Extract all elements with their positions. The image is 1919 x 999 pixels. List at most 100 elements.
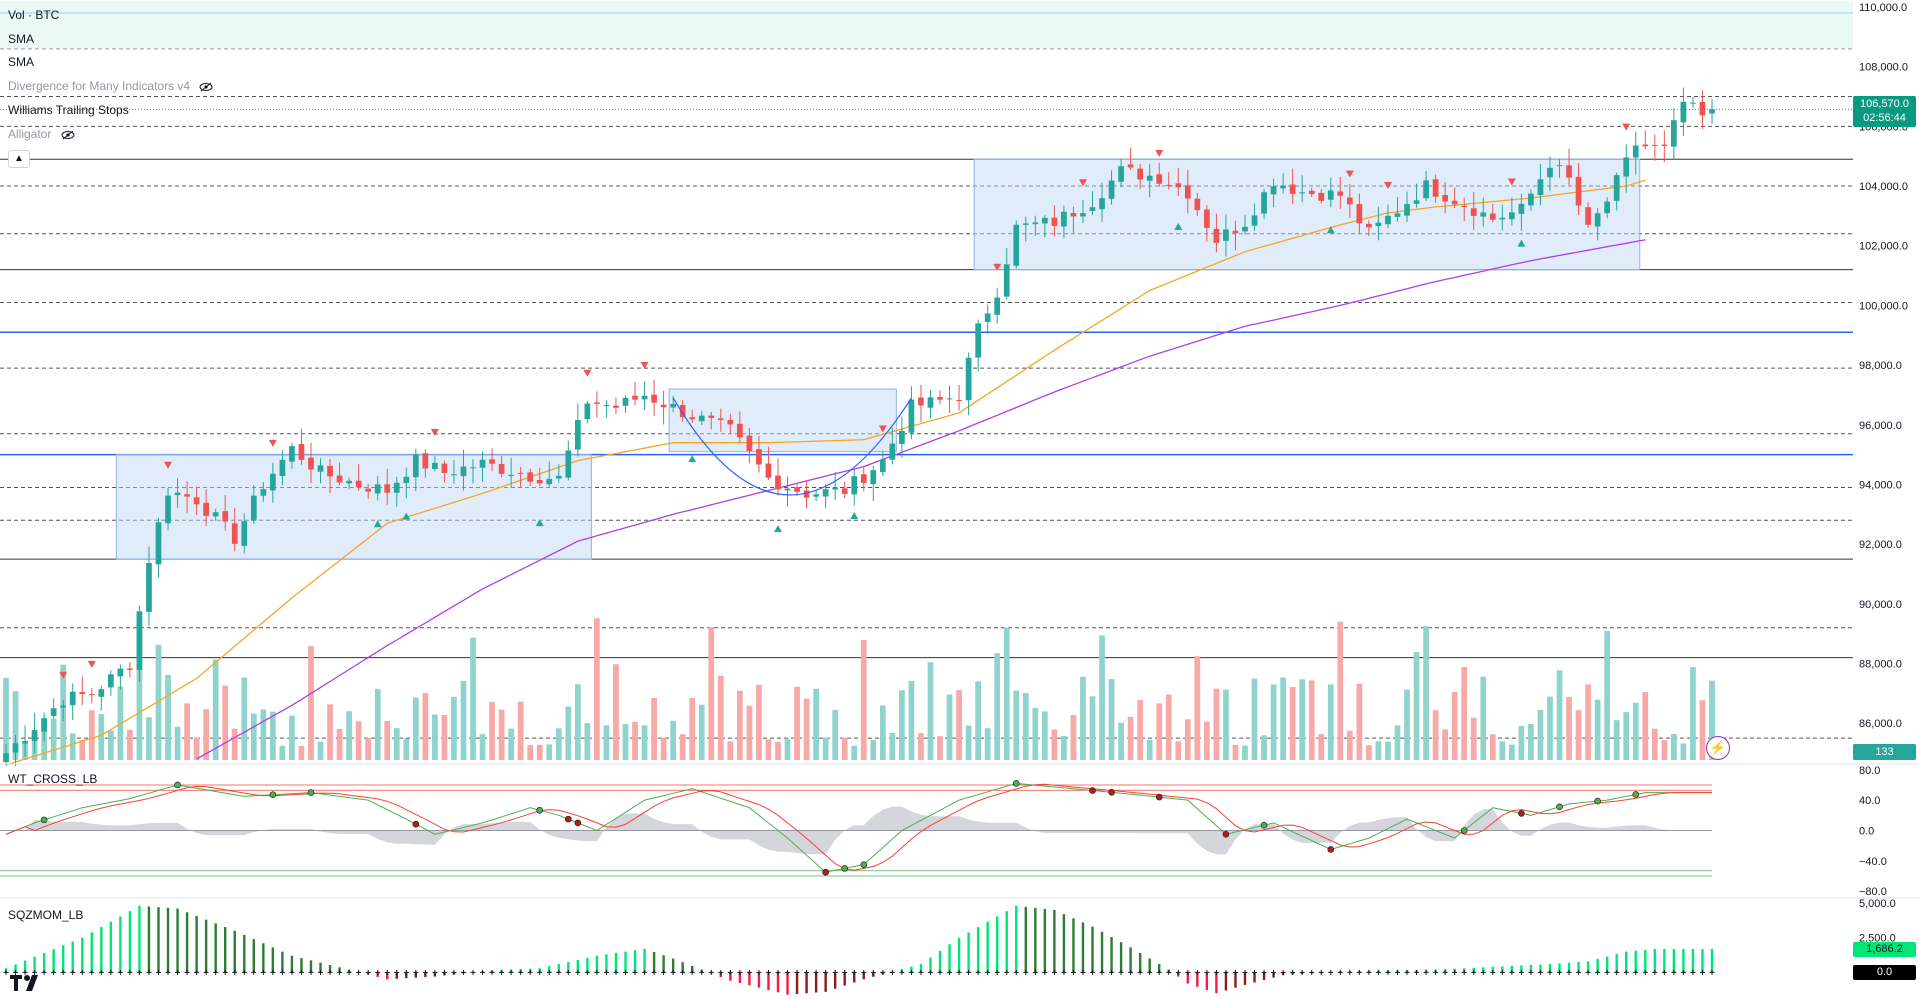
- candle-body: [1327, 190, 1334, 200]
- lightning-icon[interactable]: ⚡: [1706, 736, 1730, 760]
- candle-body: [3, 753, 9, 763]
- volume-bar: [260, 709, 267, 760]
- volume-bar: [1556, 670, 1563, 760]
- sqz-bar: [995, 916, 999, 973]
- candle-body: [1204, 209, 1210, 228]
- candle-body: [12, 743, 19, 753]
- sqz-bar: [1148, 958, 1151, 973]
- wt-cross-dot: [1222, 830, 1230, 838]
- candle-body: [289, 446, 295, 462]
- candle-body: [451, 474, 457, 476]
- volume-bar: [546, 744, 553, 760]
- volume-bar: [717, 675, 724, 760]
- wt-axis-bg: [1853, 766, 1919, 895]
- sqz-bar: [633, 950, 637, 973]
- volume-bar: [203, 709, 210, 760]
- candle-body: [1413, 200, 1420, 204]
- sell-marker: [993, 263, 1002, 271]
- candle-body: [879, 459, 886, 473]
- candle-body: [1423, 180, 1429, 199]
- sqz-bar: [290, 955, 294, 973]
- candle-body: [489, 459, 495, 464]
- candle-body: [1642, 144, 1649, 147]
- volume-bar: [69, 733, 76, 760]
- volume-bar: [1642, 691, 1649, 760]
- sqz-bar: [252, 939, 255, 973]
- candle-body: [1613, 175, 1620, 201]
- candle-body: [937, 397, 943, 400]
- sqz-bar: [1072, 918, 1075, 973]
- volume-bar: [1470, 717, 1477, 760]
- candle-body: [165, 495, 171, 524]
- volume-bar: [193, 737, 200, 760]
- candle-body: [193, 497, 200, 505]
- sqz-bar: [157, 907, 160, 973]
- volume-bar: [1394, 725, 1401, 760]
- volume-bar: [889, 732, 896, 760]
- volume-bar: [756, 684, 762, 760]
- sqz-bar: [1196, 972, 1199, 987]
- volume-bar: [346, 711, 352, 760]
- collapse-legend-button[interactable]: ▲: [8, 150, 30, 168]
- volume-bar: [937, 736, 943, 760]
- candle-body: [1375, 222, 1382, 226]
- sqz-bar: [652, 952, 656, 973]
- candle-body: [1442, 195, 1448, 202]
- volume-bar: [1165, 694, 1172, 760]
- wt2-line: [5, 783, 1712, 871]
- volume-bar: [1184, 719, 1191, 760]
- wt-tick-label: 80.0: [1859, 765, 1880, 777]
- legend-alligator[interactable]: Alligator: [8, 127, 75, 141]
- sqz-bar: [643, 948, 646, 973]
- sqz-bar: [662, 955, 665, 973]
- candle-body: [260, 489, 267, 496]
- legend-divergence[interactable]: Divergence for Many Indicators v4: [8, 79, 213, 93]
- candle-body: [775, 475, 781, 490]
- sqz-bar: [557, 964, 560, 973]
- volume-bar: [1375, 741, 1382, 760]
- sell-marker: [164, 461, 173, 469]
- sqz-tick-label: 5,000.0: [1859, 898, 1896, 910]
- candle-body: [870, 470, 877, 485]
- candle-body: [184, 494, 190, 497]
- volume-bars: [3, 618, 1715, 760]
- volume-bar: [1137, 700, 1144, 760]
- volume-bar: [1651, 728, 1658, 760]
- volume-bar: [231, 728, 238, 760]
- candle-body: [536, 480, 543, 484]
- sqz-bar: [1186, 972, 1190, 984]
- candle-body: [622, 397, 629, 406]
- sqz-bar: [90, 932, 93, 973]
- candle-body: [927, 397, 934, 408]
- sqz-bar: [757, 972, 761, 988]
- volume-bar: [384, 720, 391, 760]
- candle-body: [1489, 213, 1496, 220]
- candle-body: [746, 435, 753, 451]
- candle-body: [946, 398, 953, 400]
- candle-body: [1232, 230, 1239, 234]
- tradingview-logo[interactable]: [10, 973, 46, 993]
- eye-hidden-icon[interactable]: [61, 130, 75, 140]
- candle-body: [1099, 198, 1105, 210]
- volume-bar: [1327, 684, 1334, 760]
- volume-bar: [1699, 700, 1706, 760]
- legend-sma-2: SMA: [8, 55, 35, 69]
- horizontal-levels: [0, 1, 1853, 739]
- price-tick-label: 90,000.0: [1859, 599, 1902, 611]
- candle-body: [393, 482, 400, 493]
- sqz-bar: [814, 972, 818, 993]
- volume-bar: [479, 734, 486, 760]
- volume-bar: [422, 693, 429, 760]
- candle-body: [727, 419, 734, 425]
- eye-hidden-icon[interactable]: [199, 82, 213, 92]
- sqz-bar: [548, 966, 551, 973]
- price-tick-label: 88,000.0: [1859, 659, 1902, 671]
- buy-marker: [850, 511, 859, 519]
- wt-tick-label: −40.0: [1859, 856, 1887, 868]
- candle-body: [403, 476, 410, 484]
- candle-body: [365, 488, 372, 492]
- sqz-bar: [748, 972, 751, 986]
- sqz-bar: [767, 972, 770, 990]
- candle-body: [689, 417, 696, 420]
- volume-bar: [308, 646, 314, 760]
